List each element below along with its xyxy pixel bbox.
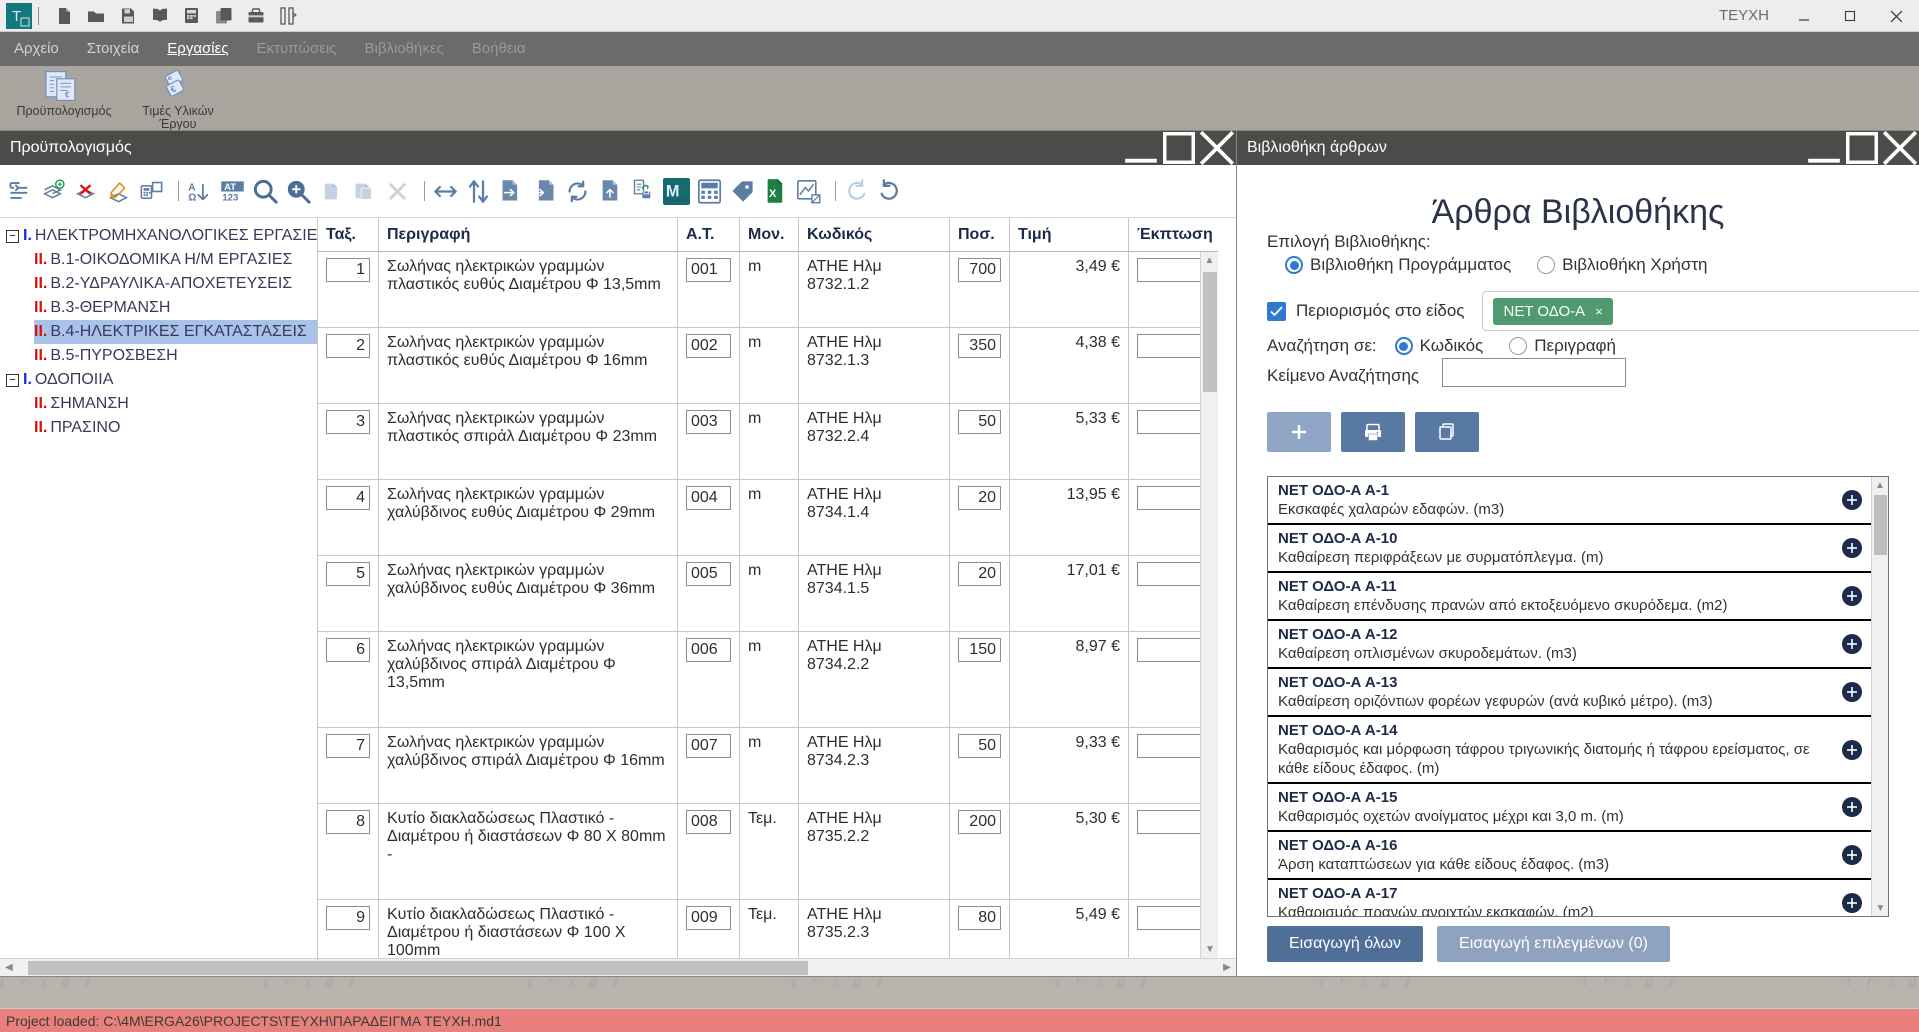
svg-text:€: € bbox=[65, 91, 70, 100]
svg-text:M: M bbox=[666, 182, 680, 200]
svg-text:X: X bbox=[769, 188, 777, 200]
svg-text:AT: AT bbox=[224, 181, 236, 192]
svg-text:123: 123 bbox=[222, 192, 238, 203]
svg-text:T: T bbox=[12, 8, 21, 25]
svg-text:Ω: Ω bbox=[188, 192, 196, 203]
